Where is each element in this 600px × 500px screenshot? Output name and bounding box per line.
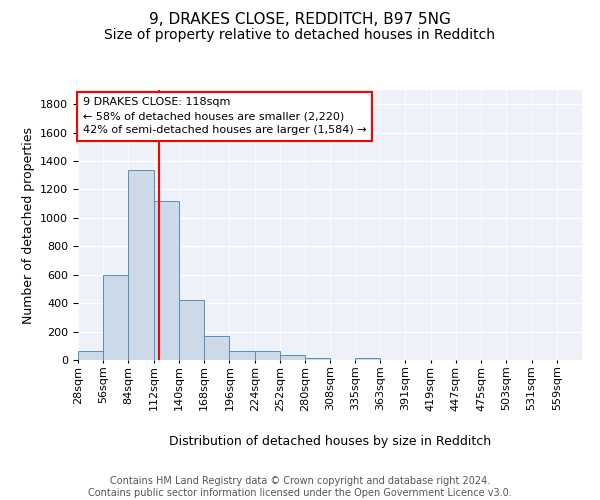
Bar <box>103 274 128 360</box>
Text: 9, DRAKES CLOSE, REDDITCH, B97 5NG: 9, DRAKES CLOSE, REDDITCH, B97 5NG <box>149 12 451 28</box>
Bar <box>305 358 331 360</box>
Text: Contains HM Land Registry data © Crown copyright and database right 2024.
Contai: Contains HM Land Registry data © Crown c… <box>88 476 512 498</box>
Bar <box>355 358 380 360</box>
Bar <box>229 351 255 360</box>
Text: 9 DRAKES CLOSE: 118sqm
← 58% of detached houses are smaller (2,220)
42% of semi-: 9 DRAKES CLOSE: 118sqm ← 58% of detached… <box>83 97 366 135</box>
Y-axis label: Number of detached properties: Number of detached properties <box>22 126 35 324</box>
Bar <box>128 170 154 360</box>
Bar <box>204 336 229 360</box>
Bar <box>154 201 179 360</box>
Bar <box>78 352 103 360</box>
Bar <box>179 300 204 360</box>
Text: Size of property relative to detached houses in Redditch: Size of property relative to detached ho… <box>104 28 496 42</box>
Text: Distribution of detached houses by size in Redditch: Distribution of detached houses by size … <box>169 435 491 448</box>
Bar <box>280 355 305 360</box>
Bar <box>255 351 280 360</box>
